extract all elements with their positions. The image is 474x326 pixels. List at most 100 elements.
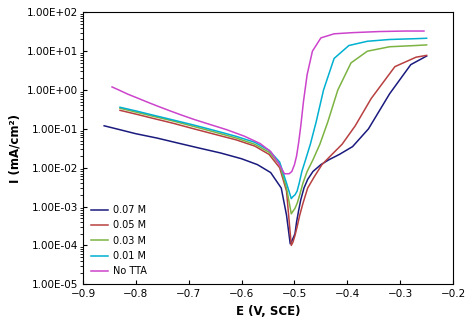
- 0.01 M: [117, 105, 123, 109]
- 0.07 M: [310, 170, 316, 173]
- 0.05 M: [283, 189, 289, 193]
- 0.01 M: [191, 123, 197, 127]
- No TTA: [207, 123, 213, 126]
- No TTA: [376, 30, 382, 34]
- 0.07 M: [289, 239, 295, 243]
- 0.07 M: [298, 198, 304, 202]
- 0.05 M: [294, 225, 300, 229]
- No TTA: [294, 154, 300, 158]
- 0.07 M: [408, 63, 414, 67]
- 0.01 M: [387, 37, 392, 41]
- No TTA: [224, 128, 229, 132]
- 0.01 M: [299, 170, 305, 173]
- 0.05 M: [305, 186, 310, 190]
- 0.03 M: [149, 114, 155, 118]
- 0.03 M: [325, 120, 330, 124]
- 0.05 M: [290, 240, 296, 244]
- No TTA: [318, 36, 324, 40]
- 0.03 M: [117, 106, 123, 110]
- 0.05 M: [352, 124, 358, 128]
- No TTA: [289, 170, 295, 173]
- Legend: 0.07 M, 0.05 M, 0.03 M, 0.01 M, No TTA: 0.07 M, 0.05 M, 0.03 M, 0.01 M, No TTA: [88, 202, 150, 279]
- 0.03 M: [170, 119, 176, 123]
- Line: 0.07 M: 0.07 M: [104, 56, 427, 244]
- 0.07 M: [305, 177, 310, 181]
- 0.05 M: [149, 116, 155, 120]
- 0.05 M: [300, 201, 306, 205]
- 0.07 M: [350, 145, 356, 149]
- No TTA: [241, 134, 247, 138]
- 0.03 M: [297, 193, 302, 197]
- 0.03 M: [413, 44, 419, 48]
- No TTA: [144, 100, 149, 104]
- 0.05 M: [117, 108, 123, 112]
- No TTA: [191, 117, 197, 121]
- 0.05 M: [252, 144, 258, 148]
- Line: 0.01 M: 0.01 M: [120, 38, 427, 199]
- 0.01 M: [296, 181, 302, 185]
- 0.03 M: [277, 163, 283, 167]
- 0.01 M: [149, 113, 155, 117]
- 0.07 M: [101, 124, 107, 128]
- No TTA: [178, 113, 183, 117]
- 0.01 M: [424, 36, 429, 40]
- 0.05 M: [368, 97, 374, 101]
- 0.01 M: [252, 141, 258, 144]
- 0.03 M: [212, 130, 218, 134]
- 0.07 M: [283, 213, 289, 217]
- No TTA: [276, 161, 282, 165]
- 0.05 M: [289, 244, 294, 247]
- X-axis label: E (V, SCE): E (V, SCE): [236, 305, 300, 318]
- 0.01 M: [331, 56, 337, 60]
- 0.01 M: [294, 189, 300, 193]
- 0.01 M: [321, 88, 327, 92]
- 0.07 M: [301, 186, 307, 190]
- No TTA: [283, 172, 289, 176]
- 0.03 M: [191, 125, 197, 128]
- 0.05 M: [191, 127, 197, 131]
- 0.05 M: [277, 166, 283, 170]
- No TTA: [109, 85, 115, 89]
- 0.01 M: [292, 193, 298, 197]
- 0.05 M: [170, 121, 176, 125]
- No TTA: [304, 73, 310, 77]
- 0.07 M: [175, 141, 181, 145]
- 0.01 M: [234, 134, 239, 138]
- 0.03 M: [310, 158, 316, 162]
- 0.01 M: [346, 44, 352, 48]
- 0.05 M: [339, 142, 345, 146]
- Y-axis label: I (mA/cm²): I (mA/cm²): [9, 114, 21, 183]
- 0.01 M: [266, 148, 272, 152]
- Line: 0.05 M: 0.05 M: [120, 55, 427, 245]
- No TTA: [282, 172, 287, 176]
- No TTA: [296, 141, 301, 144]
- 0.03 M: [133, 110, 139, 114]
- 0.07 M: [424, 54, 429, 58]
- No TTA: [292, 163, 297, 167]
- 0.07 M: [291, 235, 296, 239]
- 0.07 M: [117, 128, 123, 132]
- 0.03 M: [348, 61, 354, 65]
- 0.03 M: [283, 186, 289, 190]
- No TTA: [350, 31, 356, 35]
- 0.07 M: [387, 92, 392, 96]
- 0.05 M: [133, 112, 139, 116]
- 0.07 M: [255, 163, 260, 167]
- No TTA: [402, 29, 408, 33]
- 0.01 M: [303, 158, 309, 162]
- No TTA: [166, 108, 172, 112]
- 0.07 M: [292, 232, 298, 236]
- 0.05 M: [312, 174, 318, 178]
- 0.07 M: [365, 127, 371, 131]
- 0.07 M: [278, 186, 284, 190]
- 0.01 M: [212, 129, 218, 133]
- 0.03 M: [266, 150, 272, 154]
- 0.07 M: [196, 146, 202, 150]
- 0.01 M: [277, 160, 283, 164]
- 0.01 M: [308, 142, 313, 146]
- 0.01 M: [313, 120, 319, 124]
- 0.03 M: [365, 49, 370, 53]
- 0.07 M: [218, 151, 223, 155]
- 0.03 M: [292, 206, 298, 210]
- 0.07 M: [154, 136, 160, 140]
